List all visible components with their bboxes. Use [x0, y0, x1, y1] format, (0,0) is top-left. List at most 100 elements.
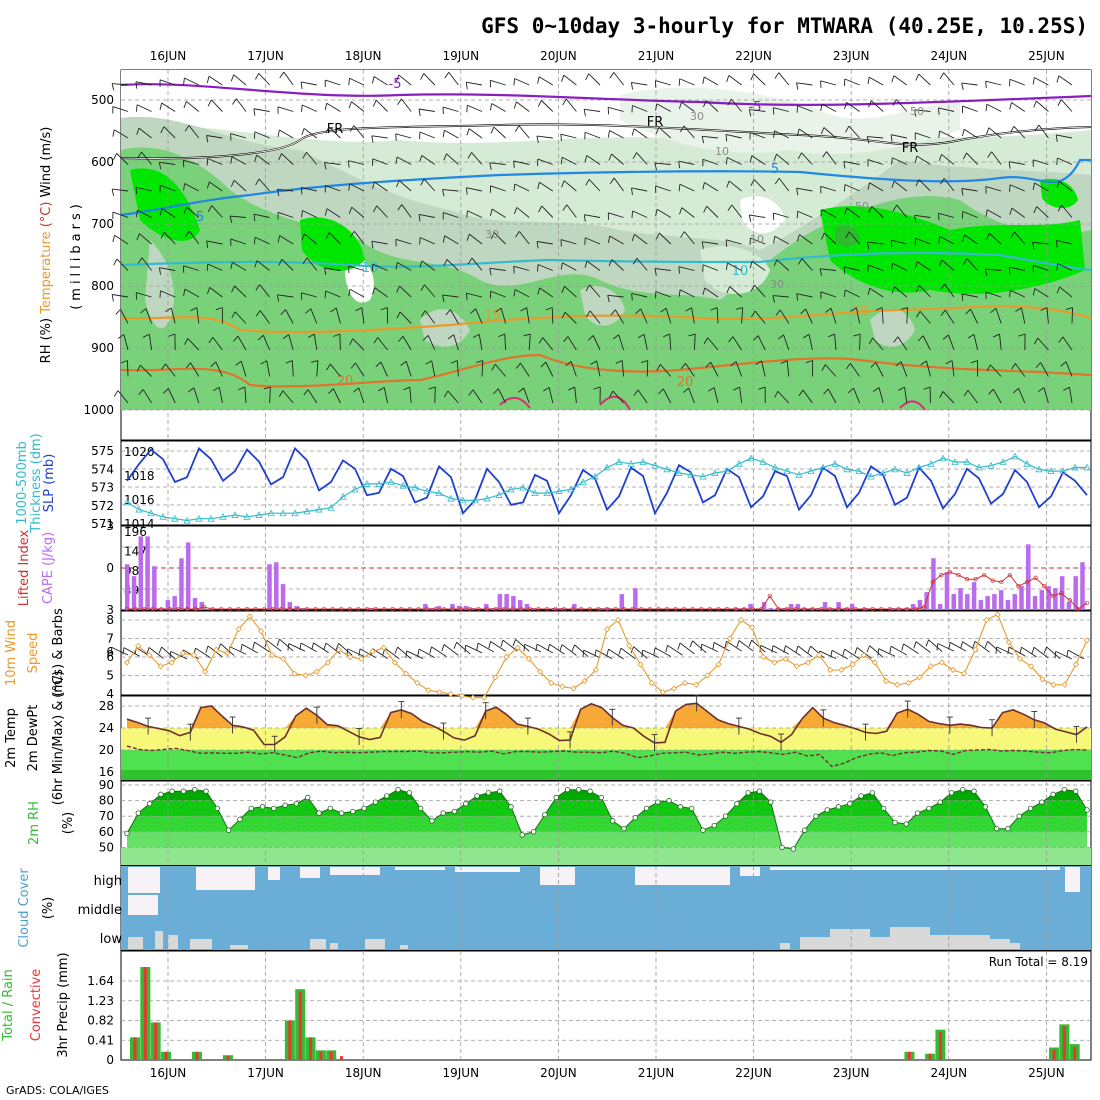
upper-wind-barb: [796, 210, 813, 219]
cape-bar: [423, 604, 428, 610]
upper-wind-barb: [561, 285, 577, 298]
upper-wind-barb: [350, 362, 365, 377]
li-ytick-3: 3: [106, 603, 114, 617]
thickness-point: [1071, 463, 1079, 471]
cape-bar: [1032, 596, 1038, 610]
wind-barb-10m: [901, 643, 919, 655]
wind-speed-point: [481, 694, 488, 701]
rh-point: [993, 825, 1000, 832]
upper-wind-barb: [466, 233, 483, 245]
cloud-level-high: high: [94, 874, 122, 889]
rh-point: [937, 799, 943, 805]
lifted-index-point: [1041, 584, 1047, 589]
upper-wind-barb: [207, 99, 223, 112]
rh-point: [914, 810, 921, 816]
wind-barb-10m: [323, 642, 341, 655]
rh-band-60: [127, 816, 1087, 832]
upper-wind-barb: [702, 182, 719, 192]
precip-bars: [130, 967, 1080, 1060]
thickness-point: [843, 465, 851, 473]
lifted-index-point: [304, 606, 310, 612]
upper-wind-barb: [703, 100, 719, 112]
upper-wind-barbs: [111, 71, 1074, 404]
upper-wind-barb: [702, 264, 719, 272]
wind-speed-point: [659, 689, 666, 696]
upper-wind-barb: [348, 288, 365, 298]
rh-point: [666, 797, 672, 804]
upper-wind-barb: [701, 135, 719, 144]
upper-wind-barb: [324, 290, 341, 299]
upper-wind-barb: [584, 131, 601, 140]
thickness-point: [675, 469, 683, 476]
ylabel-part: Wind (m/s): [39, 127, 54, 202]
upper-wind-barb: [490, 185, 506, 193]
contour-label-dup: 20: [677, 375, 694, 390]
upper-wind-barb: [725, 262, 742, 271]
lifted-index-point: [827, 606, 833, 612]
wind-speed-series: [123, 611, 1091, 701]
wind-barb-10m: [618, 647, 636, 660]
upper-wind-barb: [640, 360, 649, 377]
rh-point: [768, 799, 774, 805]
upper-wind-barb: [397, 204, 412, 218]
upper-wind-barb: [537, 181, 554, 192]
cape-bar: [280, 584, 286, 610]
rh-point: [1005, 825, 1011, 832]
temp-line: [126, 702, 1088, 746]
date-bottom-24JUN: 24JUN: [931, 1066, 968, 1080]
upper-wind-barb: [444, 71, 459, 86]
upper-ytick-1000: 1000: [83, 403, 114, 417]
upper-wind-barb: [1037, 387, 1049, 404]
wind-barb-10m: [913, 641, 931, 653]
upper-wind-barb: [867, 287, 884, 298]
lifted-index-point: [433, 606, 438, 612]
upper-wind-barb: [796, 293, 813, 301]
upper-wind-barb: [333, 333, 341, 351]
lifted-index-point: [870, 606, 875, 612]
lifted-index-point: [176, 606, 181, 612]
rh-point: [350, 808, 356, 815]
rh-point: [542, 811, 548, 818]
upper-wind-barb: [495, 307, 507, 324]
ylabel-wind10-2: (m/s) & Barbs: [51, 608, 66, 698]
ylabel-slp_thickness-2: SLP (mb): [42, 454, 57, 513]
wind-barb-10m: [464, 644, 483, 654]
upper-wind-barb: [730, 361, 743, 377]
upper-wind-barb: [828, 333, 837, 351]
upper-wind-barb: [168, 333, 176, 351]
wind-barb-10m: [1054, 650, 1073, 660]
wind-speed-point: [403, 670, 410, 677]
lifted-index-point: [596, 606, 601, 612]
ylabel-cloud-1: (%): [41, 897, 56, 920]
upper-wind-barb: [825, 307, 837, 324]
dewpoint-line: [126, 745, 1088, 768]
upper-wind-barb: [752, 335, 766, 351]
rh-point: [248, 805, 254, 812]
li-ytick--3: -3: [102, 519, 114, 533]
upper-wind-barb: [447, 334, 459, 351]
cloud-high-gap-7: [540, 867, 575, 885]
upper-wind-barb: [1032, 264, 1049, 273]
thickness-point: [987, 461, 995, 469]
upper-wind-barb: [305, 308, 318, 324]
contour-20: 20 20: [120, 353, 1092, 390]
cape-bar: [998, 590, 1004, 610]
thickness-series: [123, 452, 1091, 524]
upper-wind-barb: [1013, 387, 1026, 404]
rh-point: [406, 790, 413, 796]
upper-wind-barb: [726, 180, 742, 192]
lifted-index-point: [1024, 579, 1030, 585]
wind-speed-point: [626, 642, 633, 649]
wind-speed-point: [737, 616, 745, 624]
upper-wind-barb: [872, 387, 884, 404]
upper-wind-barb: [939, 391, 955, 404]
lifted-index-point: [364, 606, 370, 612]
upper-wind-barb: [683, 387, 695, 404]
thickness-point: [195, 514, 203, 522]
rh-point: [146, 801, 153, 807]
upper-wind-barb: [537, 76, 554, 86]
upper-wind-barb: [938, 236, 955, 245]
cape-bar: [985, 596, 990, 610]
upper-wind-barb: [1010, 363, 1026, 377]
